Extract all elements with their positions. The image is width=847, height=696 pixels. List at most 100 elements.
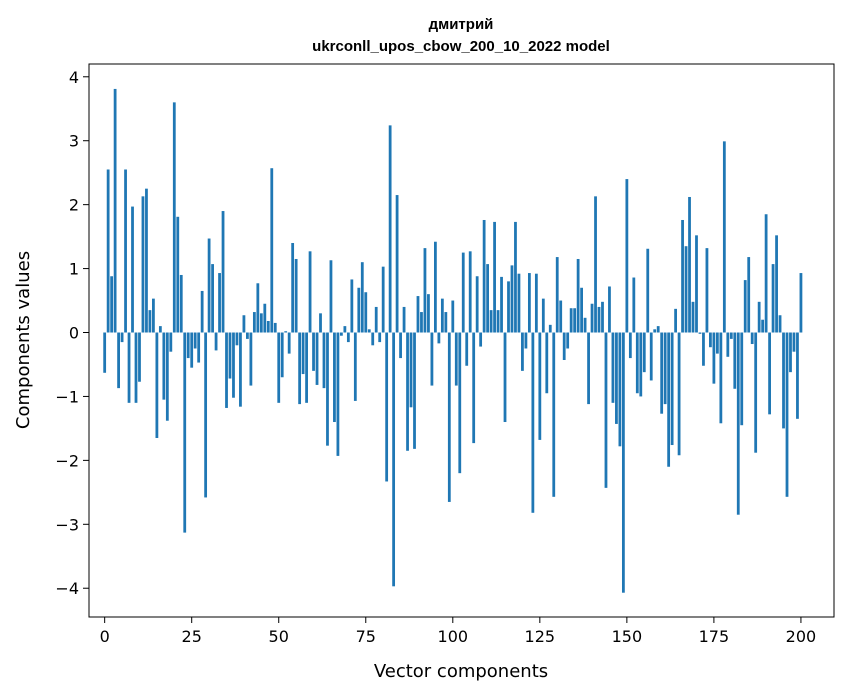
x-axis-ticks: 0 25 50 75 100 125 150 175 200 (100, 617, 816, 646)
bar (677, 332, 681, 456)
y-tick-label: 2 (69, 196, 79, 215)
bar (670, 332, 674, 446)
bar (340, 332, 343, 336)
bar (346, 332, 350, 343)
bar (322, 332, 326, 389)
bar (632, 277, 636, 333)
bar (486, 264, 490, 333)
bar (726, 332, 730, 357)
bar (353, 332, 357, 401)
bar (545, 332, 549, 394)
y-tick-label: 1 (69, 260, 79, 279)
bar (534, 273, 538, 333)
bar (103, 332, 107, 373)
bar (225, 332, 228, 408)
bar (218, 273, 221, 333)
bar (416, 296, 420, 333)
bar (691, 301, 695, 333)
bar (221, 211, 225, 333)
bar (524, 332, 528, 349)
bar (750, 332, 754, 345)
bar (698, 332, 702, 334)
bar (399, 332, 402, 359)
bar (754, 332, 758, 453)
x-tick-label: 75 (356, 627, 376, 646)
y-tick-label: 3 (69, 132, 79, 151)
bar (239, 332, 242, 407)
bar (594, 196, 597, 333)
bar (719, 332, 723, 424)
bar (385, 332, 389, 482)
bars-group (103, 88, 803, 593)
bar (552, 332, 556, 497)
bar (110, 276, 114, 333)
bar (562, 332, 566, 360)
bar (402, 306, 406, 333)
bar (646, 248, 650, 333)
bar (517, 273, 521, 333)
bar (190, 332, 194, 368)
y-tick-label: −1 (55, 387, 79, 406)
bar (590, 303, 594, 333)
bar (475, 276, 479, 333)
bar (573, 308, 577, 333)
bar (211, 264, 214, 333)
bar (138, 332, 141, 382)
bar (472, 332, 476, 444)
y-tick-label: −2 (55, 451, 79, 470)
bar (186, 332, 190, 359)
bar (252, 312, 256, 333)
bar (364, 292, 368, 333)
bar (507, 281, 510, 333)
bar (437, 332, 441, 344)
bar (228, 332, 232, 379)
bar (451, 300, 455, 333)
bar (315, 332, 319, 385)
x-tick-label: 150 (612, 627, 643, 646)
bar (681, 219, 684, 333)
bar (635, 332, 639, 394)
bar (165, 332, 169, 421)
bar (775, 235, 778, 333)
bar (649, 332, 653, 381)
bar (395, 195, 399, 333)
bar (294, 258, 298, 333)
bar (792, 332, 796, 352)
bar (608, 286, 611, 333)
bar (757, 301, 761, 333)
bar (197, 332, 201, 363)
bar (503, 332, 507, 423)
bar (729, 332, 733, 339)
bar (521, 332, 524, 371)
bar (430, 332, 434, 386)
bar (688, 196, 691, 333)
bar (799, 273, 803, 333)
bar (172, 102, 176, 333)
bar (152, 298, 155, 333)
bar (406, 332, 409, 451)
bar (639, 332, 643, 397)
bar (183, 332, 187, 533)
bar (712, 332, 716, 384)
bar (468, 251, 472, 333)
bar (496, 310, 500, 333)
bar (360, 262, 364, 333)
x-tick-label: 0 (100, 627, 110, 646)
bar (207, 238, 211, 333)
bar (705, 248, 709, 333)
y-tick-label: 0 (69, 324, 79, 343)
bar (333, 332, 336, 423)
bar (601, 301, 604, 333)
bar (326, 332, 329, 446)
bar (778, 315, 782, 333)
bar (378, 332, 382, 343)
bar (684, 246, 688, 333)
bar (350, 279, 354, 333)
bar (768, 332, 771, 415)
bar (789, 332, 792, 373)
bar (273, 322, 277, 333)
bar (722, 141, 726, 333)
bar (541, 298, 545, 333)
bar (131, 206, 134, 333)
bar (625, 179, 629, 333)
